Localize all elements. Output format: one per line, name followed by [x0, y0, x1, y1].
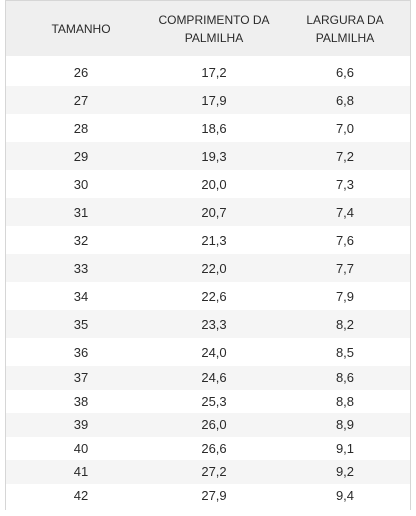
table-cell: 6,8 — [335, 92, 355, 108]
table-cell: 40 — [73, 440, 89, 456]
table-row: 34 22,6 7,9 — [6, 282, 410, 310]
table-cell: 41 — [73, 464, 89, 480]
table-cell: 21,3 — [201, 232, 227, 248]
table-cell: 24,6 — [201, 370, 227, 386]
table-row: 39 26,0 8,9 — [6, 413, 410, 437]
table-row: 41 27,2 9,2 — [6, 460, 410, 484]
header-cell: COMPRIMENTO DA PALMILHA — [144, 1, 284, 57]
table-cell: 8,6 — [335, 370, 355, 386]
table-cell: 30 — [73, 176, 89, 192]
table-cell: 33 — [73, 260, 89, 276]
table-row: 31 20,7 7,4 — [6, 198, 410, 226]
table-row: 33 22,0 7,7 — [6, 254, 410, 282]
table-cell: 42 — [73, 487, 89, 503]
table-cell: 22,6 — [201, 288, 227, 304]
table-cell: 8,8 — [335, 393, 355, 409]
table-cell: 26,6 — [201, 440, 227, 456]
table-row: 28 18,6 7,0 — [6, 114, 410, 142]
header-text: COMPRIMENTO DA PALMILHA — [158, 13, 270, 45]
table-cell: 37 — [73, 370, 89, 386]
table-cell: 32 — [73, 232, 89, 248]
table-cell: 28 — [73, 120, 89, 136]
table-cell: 17,9 — [201, 92, 227, 108]
table-cell: 39 — [73, 417, 89, 433]
table-cell: 27,9 — [201, 487, 227, 503]
table-row: 37 24,6 8,6 — [6, 366, 410, 390]
table-row: 35 23,3 8,2 — [6, 310, 410, 338]
table-cell: 31 — [73, 204, 89, 220]
table-cell: 36 — [73, 344, 89, 360]
table-cell: 7,7 — [335, 260, 355, 276]
table-cell: 8,5 — [335, 344, 355, 360]
table-row: 26 17,2 6,6 — [6, 58, 410, 86]
table-cell: 34 — [73, 288, 89, 304]
table-header: TAMANHO COMPRIMENTO DA PALMILHA LARGURA DA… — [6, 0, 410, 56]
header-text: TAMANHO — [51, 22, 111, 36]
table-cell: 9,1 — [335, 440, 355, 456]
table-cell: 25,3 — [201, 393, 227, 409]
header-cell: LARGURA DA PALMILHA — [281, 1, 409, 57]
table-row: 30 20,0 7,3 — [6, 170, 410, 198]
table-cell: 7,6 — [335, 232, 355, 248]
size-table: TAMANHO COMPRIMENTO DA PALMILHA LARGURA DA… — [5, 0, 411, 510]
table-row: 40 26,6 9,1 — [6, 437, 410, 461]
header-cell: TAMANHO — [6, 1, 156, 57]
table-row: 38 25,3 8,8 — [6, 390, 410, 414]
table-cell: 24,0 — [201, 344, 227, 360]
table-cell: 7,4 — [335, 204, 355, 220]
table-cell: 20,7 — [201, 204, 227, 220]
table-cell: 27,2 — [201, 464, 227, 480]
table-cell: 27 — [73, 92, 89, 108]
table-cell: 23,3 — [201, 316, 227, 332]
table-cell: 6,6 — [335, 64, 355, 80]
table-cell: 38 — [73, 393, 89, 409]
table-cell: 22,0 — [201, 260, 227, 276]
table-cell: 17,2 — [201, 64, 227, 80]
table-cell: 19,3 — [201, 148, 227, 164]
table-row: 36 24,0 8,5 — [6, 338, 410, 366]
table-cell: 9,4 — [335, 487, 355, 503]
table-cell: 8,9 — [335, 417, 355, 433]
table-cell: 7,2 — [335, 148, 355, 164]
header-text: LARGURA DA PALMILHA — [306, 13, 384, 45]
table-row: 29 19,3 7,2 — [6, 142, 410, 170]
table-cell: 7,3 — [335, 176, 355, 192]
table-cell: 26 — [73, 64, 89, 80]
table-cell: 18,6 — [201, 120, 227, 136]
table-cell: 29 — [73, 148, 89, 164]
table-row: 32 21,3 7,6 — [6, 226, 410, 254]
table-cell: 7,0 — [335, 120, 355, 136]
table-cell: 26,0 — [201, 417, 227, 433]
table-row: 42 27,9 9,4 — [6, 484, 410, 508]
table-cell: 7,9 — [335, 288, 355, 304]
table-cell: 35 — [73, 316, 89, 332]
table-row: 27 17,9 6,8 — [6, 86, 410, 114]
table-cell: 20,0 — [201, 176, 227, 192]
table-cell: 9,2 — [335, 464, 355, 480]
table-cell: 8,2 — [335, 316, 355, 332]
